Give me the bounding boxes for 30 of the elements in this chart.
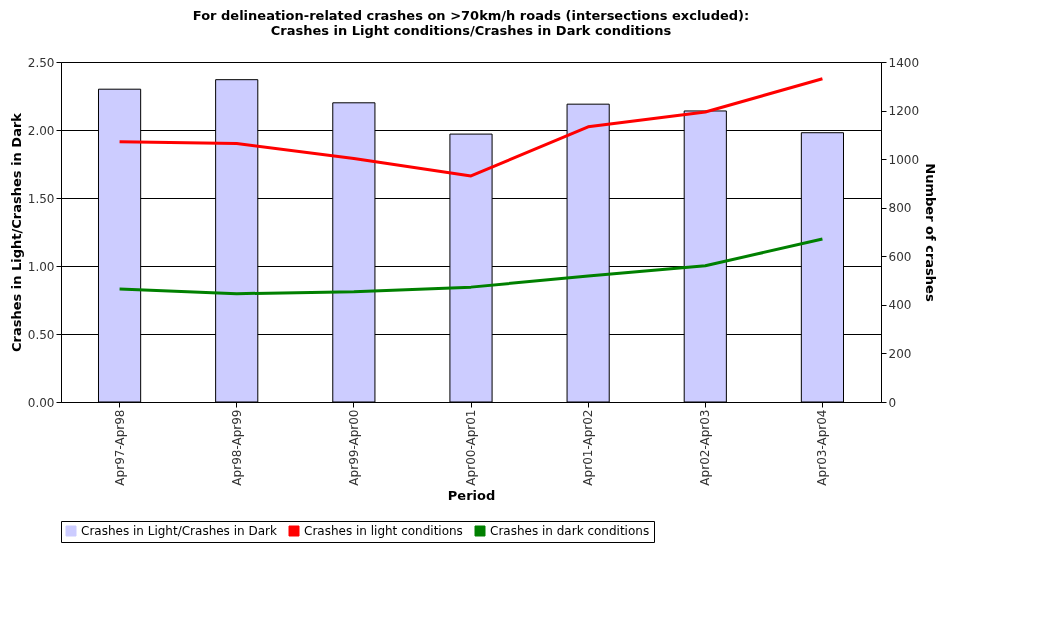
x-tick-label: Apr02-Apr03 (698, 409, 713, 486)
y-tick-label: 2.50 (27, 55, 55, 70)
line-series (118, 77, 824, 178)
y-tick-label: 1.00 (27, 259, 55, 274)
y-tick-label: 0.00 (27, 395, 55, 410)
chart-title: For delineation-related crashes on >70km/h roads (intersections excluded): Crashes in Light conditions/Crashes in Dark conditions (192, 8, 750, 38)
legend-label: Crashes in Light/Crashes in Dark (81, 524, 277, 538)
y2-tick-label: 600 (888, 249, 912, 264)
y2-tick-label: 400 (888, 298, 912, 313)
y-axis-title: Crashes in Light/Crashes in Dark (8, 112, 24, 352)
y-tick-label: 2.00 (27, 123, 55, 138)
x-tick-label: Apr00-Apr01 (464, 409, 478, 486)
x-axis-title: Period (447, 487, 496, 503)
x-tick-label: Apr98-Apr99 (229, 409, 244, 486)
x-tick-label: Apr99-Apr00 (346, 409, 361, 486)
y2-tick-label: 0 (888, 395, 897, 410)
legend-label: Crashes in light conditions (304, 524, 463, 538)
x-tick-label: Apr97-Apr98 (112, 409, 127, 486)
y-tick-label: 1.50 (27, 191, 55, 206)
x-tick-label: Apr01-Apr02 (581, 409, 596, 486)
y2-tick-label: 800 (888, 201, 912, 216)
legend-label: Crashes in dark conditions (490, 524, 650, 538)
y-tick-label: 0.50 (27, 327, 55, 342)
y2-tick-label: 200 (888, 346, 912, 361)
x-tick-label: Apr03-Apr04 (815, 409, 830, 486)
line-series (118, 237, 824, 296)
y2-axis-title: Number of crashes (923, 163, 939, 302)
y2-tick-label: 1400 (888, 55, 920, 70)
y2-tick-label: 1200 (888, 104, 920, 119)
y2-tick-label: 1000 (888, 152, 920, 167)
